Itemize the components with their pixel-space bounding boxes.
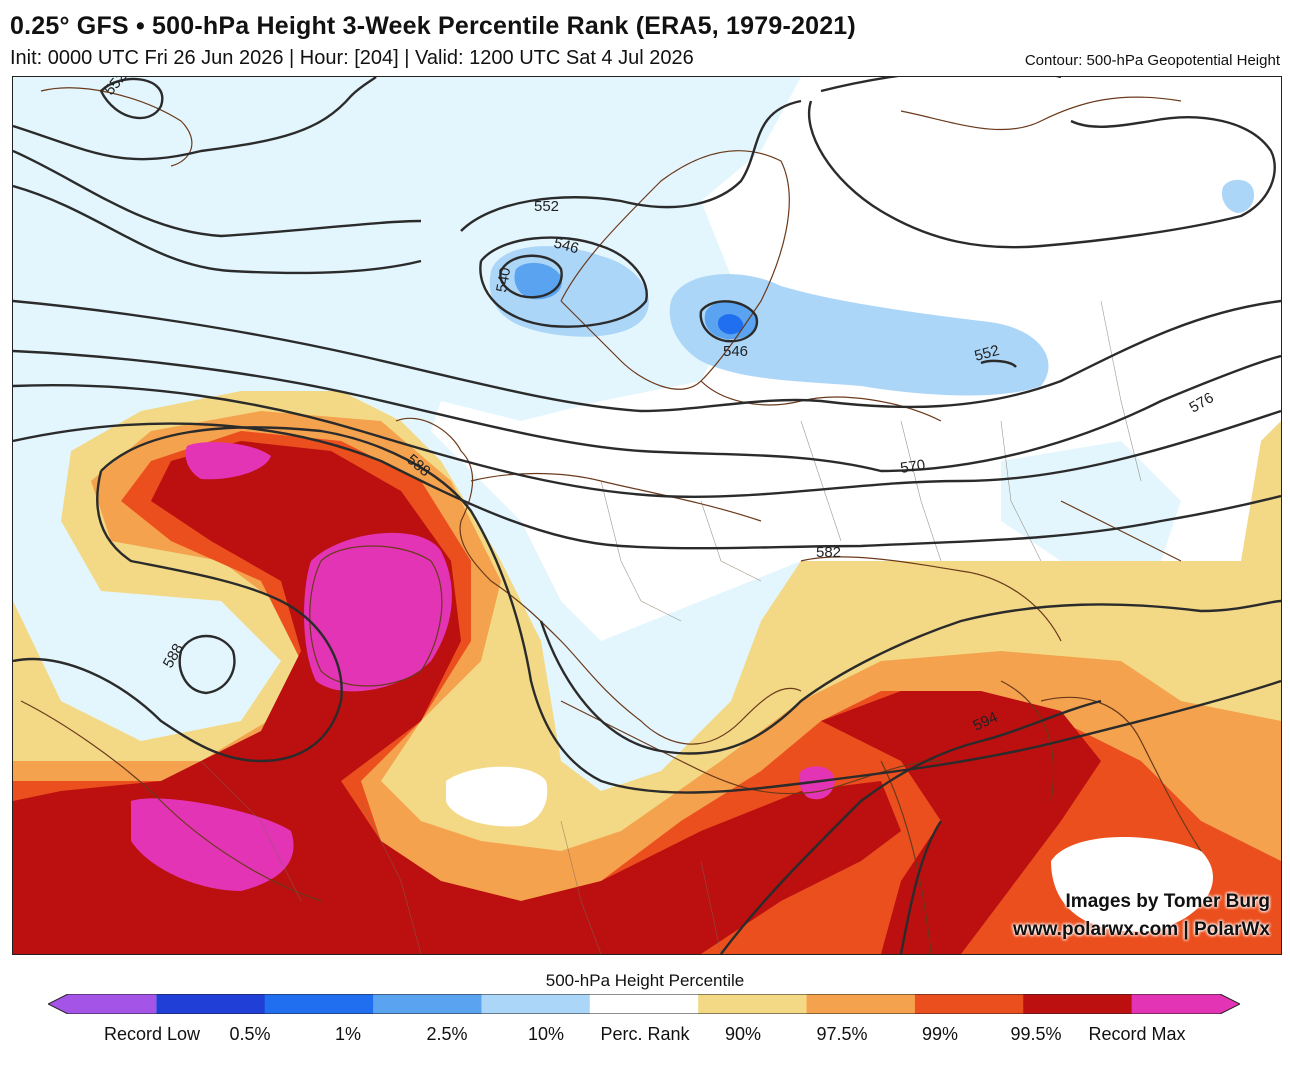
borders [200, 300, 1142, 954]
colorbar-label: 0.5% [229, 1024, 271, 1044]
contour-label: 546 [723, 343, 748, 360]
low-anomaly-finland-core [718, 314, 744, 335]
low-anomaly-norway-core [514, 262, 562, 300]
colorbar-segment [1023, 994, 1133, 1014]
colorbar-label: Record Low [103, 1024, 201, 1044]
colorbar-segment [48, 994, 157, 1014]
record-max-med [799, 766, 835, 800]
record-max-iberia [304, 532, 452, 692]
contour-note: Contour: 500-hPa Geopotential Height [1024, 52, 1280, 69]
record-max-atlantic [185, 442, 271, 480]
credit-author: Images by Tomer Burg [1065, 891, 1270, 912]
below-normal-east [1001, 441, 1181, 561]
colorbar-segment [481, 994, 591, 1014]
colorbar-label: 97.5% [816, 1024, 868, 1044]
colorbar-segment [264, 994, 374, 1014]
low-anomaly-arctic [1221, 179, 1255, 213]
contour-label: 540 [493, 266, 514, 294]
contour-label: 552 [973, 342, 1002, 365]
chart-subtitle: Init: 0000 UTC Fri 26 Jun 2026 | Hour: [… [10, 47, 694, 69]
colorbar-title: 500-hPa Height Percentile [545, 971, 745, 990]
low-anomaly-finland [669, 274, 1049, 396]
contour-label: 570 [899, 457, 926, 477]
contour-label: 546 [552, 234, 581, 257]
colorbar-label: 2.5% [426, 1024, 468, 1044]
neutral-sahara [446, 766, 548, 827]
colorbar-segment [698, 994, 808, 1014]
chart-title: 0.25° GFS • 500-hPa Height 3-Week Percen… [10, 12, 856, 40]
high-anomaly-995-east [821, 691, 1101, 954]
colorbar-segment [589, 994, 699, 1014]
colorbar [48, 994, 1240, 1014]
colorbar-label: Perc. Rank [600, 1024, 690, 1044]
neutral-arabia [1051, 837, 1213, 932]
colorbar-labels: Record Low 0.5% 1% 2.5% 10% Perc. Rank 9… [0, 1024, 1290, 1050]
colorbar-segment [1131, 994, 1240, 1014]
colorbar-label: 1% [334, 1024, 362, 1044]
colorbar-label: 90% [724, 1024, 762, 1044]
coastlines [20, 87, 1202, 954]
colorbar-label: 99% [921, 1024, 959, 1044]
contour-label: 582 [816, 544, 841, 561]
colorbar-label: 99.5% [1010, 1024, 1062, 1044]
contour-label: 552 [534, 198, 559, 215]
colorbar-segment [914, 994, 1024, 1014]
credit-website: www.polarwx.com | PolarWx [1013, 919, 1270, 940]
colorbar-label: 10% [527, 1024, 565, 1044]
map-svg: 552 552 546 540 546 552 576 570 588 588 … [13, 77, 1281, 954]
colorbar-segment [806, 994, 916, 1014]
height-contours [13, 77, 1281, 954]
colorbar-segment [156, 994, 266, 1014]
colorbar-segment [373, 994, 482, 1014]
map-panel: 552 552 546 540 546 552 576 570 588 588 … [12, 76, 1282, 955]
colorbar-label: Record Max [1088, 1024, 1186, 1044]
